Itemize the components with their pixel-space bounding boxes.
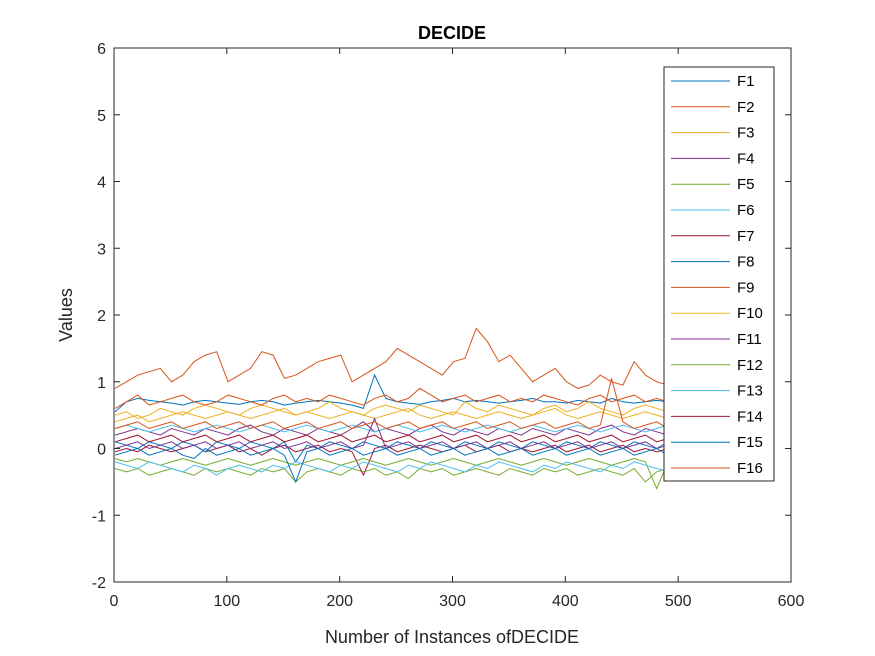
- series-line-f10: [114, 407, 669, 423]
- legend-label: F14: [737, 408, 763, 425]
- legend-item-f2: F2: [671, 99, 755, 116]
- legend-item-f16: F16: [671, 460, 763, 477]
- x-tick-label: 200: [326, 593, 353, 610]
- legend-label: F6: [737, 202, 755, 219]
- x-tick-label: 100: [213, 593, 240, 610]
- series-line-f1: [114, 373, 669, 413]
- legend-item-f3: F3: [671, 125, 755, 142]
- legend-label: F15: [737, 434, 763, 451]
- y-tick-label: 6: [97, 41, 106, 58]
- series-line-f4: [114, 421, 669, 436]
- y-tick-labels: -2 -1 0 1 2 3 4 5 6: [92, 41, 106, 592]
- series-line-f15: [114, 447, 669, 484]
- series-line-f14: [114, 434, 669, 443]
- series-layer: [114, 327, 669, 490]
- tick-marks: [113, 47, 792, 583]
- x-tick-label: 600: [778, 593, 805, 610]
- legend-item-f5: F5: [671, 176, 755, 193]
- series-line-f12: [114, 457, 669, 490]
- legend-label: F2: [737, 99, 755, 116]
- legend-entries: F1 F2 F3 F4 F5 F6 F7 F8 F9 F10 F11 F12 F13 F14 F15 F16: [671, 73, 763, 477]
- x-axis-label: Number of Instances ofDECIDE: [325, 627, 579, 647]
- legend-label: F11: [737, 331, 762, 348]
- chart-title: DECIDE: [418, 23, 486, 43]
- y-axis-label: Values: [56, 288, 76, 342]
- x-tick-label: 500: [665, 593, 692, 610]
- legend-label: F16: [737, 460, 763, 477]
- legend-item-f1: F1: [671, 73, 755, 90]
- legend-label: F13: [737, 383, 763, 400]
- y-tick-label: 0: [97, 442, 106, 459]
- legend-label: F3: [737, 125, 755, 142]
- y-tick-label: 2: [97, 308, 106, 325]
- x-tick-label: 400: [552, 593, 579, 610]
- series-line-f3: [114, 401, 669, 420]
- legend-item-f15: F15: [671, 434, 763, 451]
- legend-label: F12: [737, 357, 763, 374]
- series-line-f7: [114, 444, 669, 477]
- legend-box: [663, 66, 775, 482]
- series-line-f13: [114, 461, 669, 476]
- x-tick-label: 0: [110, 593, 119, 610]
- legend-item-f11: F11: [671, 331, 762, 348]
- legend-item-f10: F10: [671, 305, 763, 322]
- y-tick-label: -1: [92, 508, 106, 525]
- legend-item-f13: F13: [671, 383, 763, 400]
- series-line-f2: [114, 327, 669, 389]
- legend-item-f4: F4: [671, 150, 755, 167]
- legend-item-f8: F8: [671, 254, 755, 271]
- y-tick-label: 4: [97, 175, 106, 192]
- x-tick-labels: 0 100 200 300 400 500 600: [110, 593, 805, 610]
- y-tick-label: 3: [97, 241, 106, 258]
- legend-item-f14: F14: [671, 408, 763, 425]
- legend-label: F7: [737, 228, 755, 245]
- series-line-f16: [114, 378, 669, 430]
- legend-item-f12: F12: [671, 357, 763, 374]
- series-line-f11: [114, 417, 669, 450]
- y-tick-label: -2: [92, 575, 106, 592]
- legend-item-f7: F7: [671, 228, 755, 245]
- legend-item-f6: F6: [671, 202, 755, 219]
- legend-label: F5: [737, 176, 755, 193]
- series-line-f9: [114, 387, 669, 409]
- x-tick-label: 300: [439, 593, 466, 610]
- legend-label: F10: [737, 305, 763, 322]
- y-tick-label: 5: [97, 108, 106, 125]
- legend-item-f9: F9: [671, 279, 755, 296]
- legend-label: F9: [737, 279, 755, 296]
- legend-label: F4: [737, 150, 755, 167]
- y-tick-label: 1: [97, 375, 106, 392]
- legend: F1 F2 F3 F4 F5 F6 F7 F8 F9 F10 F11 F12 F13 F14 F15 F16: [663, 66, 775, 482]
- legend-label: F1: [737, 73, 755, 90]
- legend-label: F8: [737, 254, 755, 271]
